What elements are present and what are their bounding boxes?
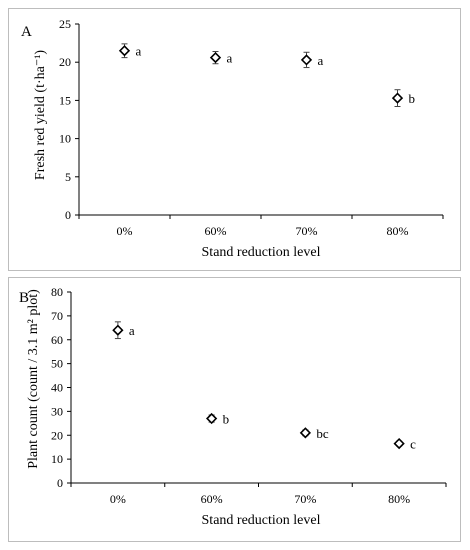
data-point-a xyxy=(209,51,222,64)
chart-panel-a: A 0 5 10 15 20 25 0% 60% 70% 80% a a a b Fresh red yi… xyxy=(8,8,461,271)
significance-label-a: b xyxy=(409,91,416,106)
x-axis-title-a: Stand reduction level xyxy=(202,245,321,260)
data-point-b xyxy=(299,427,312,439)
panel-label-b: B xyxy=(19,290,29,306)
y-tick-label-b: 40 xyxy=(51,381,63,395)
y-tick-label-b: 80 xyxy=(51,285,63,299)
x-tick-label-b: 0% xyxy=(110,492,126,506)
x-tick-label-b: 60% xyxy=(201,492,223,506)
y-tick-label-a: 0 xyxy=(65,208,71,222)
data-point-b xyxy=(112,324,124,336)
y-tick-label-b: 0 xyxy=(57,476,63,490)
chart-panel-b: B 0 10 20 30 40 50 60 70 80 0% 60% 70% 80% a b bc c Plan… xyxy=(8,277,461,542)
y-tick-label-a: 10 xyxy=(59,132,71,146)
x-axis-title-b: Stand reduction level xyxy=(202,513,321,528)
y-tick-label-b: 20 xyxy=(51,428,63,442)
data-point-a xyxy=(391,92,404,104)
significance-label-b: a xyxy=(129,323,135,338)
x-tick-label-a: 60% xyxy=(205,224,227,238)
x-tick-label-b: 80% xyxy=(388,492,410,506)
data-point-a xyxy=(300,54,313,66)
y-tick-label-a: 25 xyxy=(59,17,71,31)
y-tick-label-b: 70 xyxy=(51,309,63,323)
y-axis-title-b: Plant count (count / 3.1 m² plot) xyxy=(26,289,41,469)
data-point-b xyxy=(393,437,405,450)
y-tick-label-a: 5 xyxy=(65,170,71,184)
panel-label-a: A xyxy=(21,24,32,40)
x-tick-label-a: 0% xyxy=(117,224,133,238)
data-point-b xyxy=(205,412,218,425)
chart-a-svg: A 0 5 10 15 20 25 0% 60% 70% 80% a a a b Fresh red yi… xyxy=(21,17,444,260)
significance-label-b: b xyxy=(223,412,230,427)
y-tick-label-b: 10 xyxy=(51,452,63,466)
y-tick-label-b: 30 xyxy=(51,404,63,418)
chart-b-svg: B 0 10 20 30 40 50 60 70 80 0% 60% 70% 80% a b bc c Plan… xyxy=(19,285,447,528)
y-axis-title-a: Fresh red yield (t·ha⁻¹) xyxy=(33,50,48,180)
y-tick-label-a: 15 xyxy=(59,93,71,107)
x-tick-label-b: 70% xyxy=(294,492,316,506)
significance-label-a: a xyxy=(227,51,233,66)
significance-label-a: a xyxy=(318,53,324,68)
y-tick-label-b: 60 xyxy=(51,333,63,347)
y-tick-label-a: 20 xyxy=(59,55,71,69)
y-tick-label-b: 50 xyxy=(51,357,63,371)
data-point-a xyxy=(118,45,131,57)
significance-label-b: bc xyxy=(316,426,329,441)
significance-label-b: c xyxy=(410,437,416,452)
x-tick-label-a: 70% xyxy=(296,224,318,238)
x-tick-label-a: 80% xyxy=(387,224,409,238)
significance-label-a: a xyxy=(136,44,142,59)
